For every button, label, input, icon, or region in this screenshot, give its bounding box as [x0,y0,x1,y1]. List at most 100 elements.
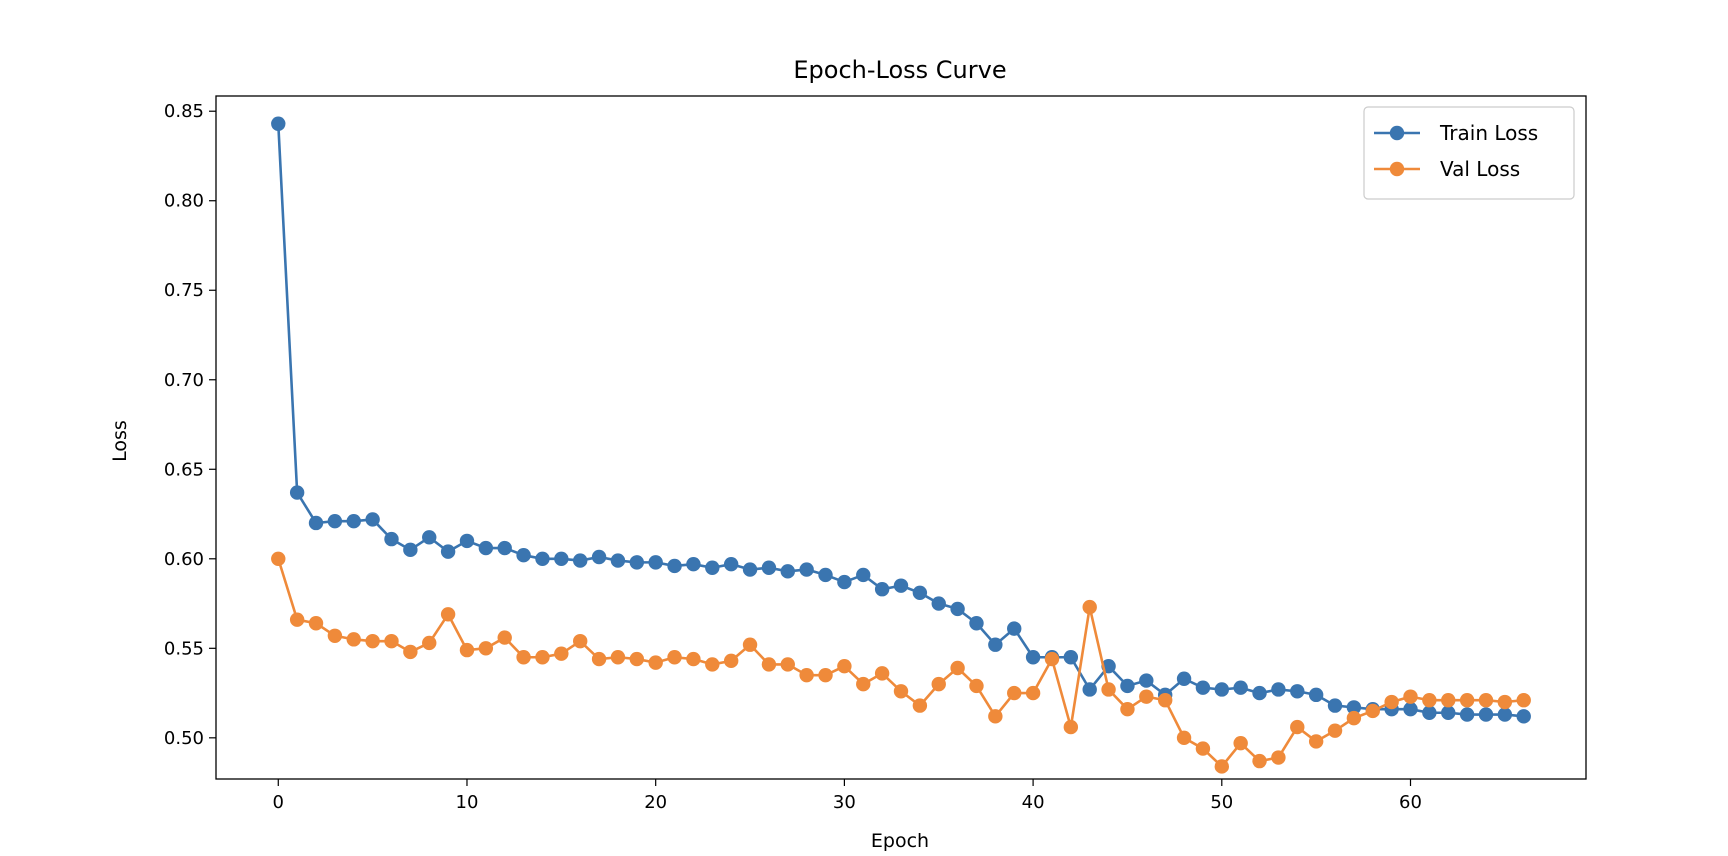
data-point [1063,719,1079,735]
legend-item: Val Loss [1374,157,1520,181]
data-point [610,650,626,665]
data-point [1139,689,1154,704]
data-point [1516,709,1531,724]
plot-area [215,95,1587,780]
data-point [403,542,418,558]
data-point [289,612,305,627]
y-axis-label: Loss [109,420,131,462]
x-axis-ticks: 0 10 20 30 40 50 60 [273,779,1422,813]
data-point [893,684,909,699]
data-point [384,633,399,649]
data-point [289,485,305,500]
data-point [705,560,720,575]
data-point [723,653,739,669]
data-point [327,513,343,529]
data-point [554,551,569,566]
data-point [497,540,512,556]
data-point [346,513,361,529]
data-point [648,555,663,570]
data-point [742,637,758,652]
data-point [1478,707,1494,722]
data-point [554,646,569,661]
data-point [912,585,928,601]
data-point [1478,693,1494,708]
data-point [1384,694,1399,710]
data-point [1139,673,1154,688]
data-point [1007,621,1022,636]
data-point [1271,750,1286,765]
data-point [1403,701,1418,717]
data-point [686,556,701,572]
data-point [648,655,663,670]
data-point [1497,707,1513,722]
data-point [799,667,814,683]
data-point [931,676,946,692]
legend: Train Loss Val Loss [1363,106,1575,200]
data-point [497,630,512,645]
data-point [874,582,890,597]
data-point [440,607,456,622]
x-tick-label: 20 [644,792,667,813]
data-point [516,548,531,563]
data-point [422,530,437,545]
y-tick-label: 0.60 [164,549,204,570]
data-point [1007,685,1022,701]
legend-marker [1389,125,1405,141]
data-point [874,666,890,681]
data-point [1044,651,1060,667]
data-point [1516,693,1531,708]
data-point [667,558,682,574]
y-tick-label: 0.65 [164,459,204,480]
data-point [365,512,380,527]
data-point [271,116,286,131]
data-point [459,533,475,549]
data-point [459,642,475,658]
data-point [1327,723,1343,738]
data-point [308,515,324,531]
data-point [780,657,795,672]
data-point [742,562,758,577]
x-tick-label: 30 [833,792,856,813]
data-point [591,651,607,667]
data-point [1082,599,1097,615]
data-point [384,531,399,547]
data-point [912,698,928,713]
data-point [440,544,456,559]
plot-frame [215,95,1587,780]
data-point [271,551,286,566]
x-tick-label: 50 [1210,792,1233,813]
data-point [1176,730,1192,746]
data-point [1441,705,1456,720]
data-point [1346,700,1362,715]
legend-box [1363,106,1575,200]
data-point [705,657,720,672]
x-tick-label: 10 [456,792,479,813]
data-point [629,651,645,667]
data-point [969,678,984,694]
data-point [1082,682,1097,697]
data-point [931,596,946,611]
data-point [591,549,607,565]
data-point [1346,710,1362,726]
data-point [837,574,852,590]
series-val-loss [271,551,1531,774]
data-point [1422,705,1437,720]
data-point [723,556,739,572]
data-point [535,551,550,566]
series-layer [271,116,1531,774]
data-point [837,659,852,674]
data-point [780,564,795,579]
x-tick-label: 0 [273,792,284,813]
y-axis-ticks: 0.50 0.55 0.60 0.65 0.70 0.75 0.80 0.85 [164,101,216,749]
data-point [346,632,361,647]
data-point [1252,685,1267,701]
data-point [1195,741,1211,756]
data-point [950,660,965,676]
data-point [1214,759,1229,774]
data-point [1497,694,1513,710]
data-point [1120,678,1135,694]
data-point [403,644,418,660]
data-point [1441,693,1456,708]
legend-item: Train Loss [1374,121,1538,145]
